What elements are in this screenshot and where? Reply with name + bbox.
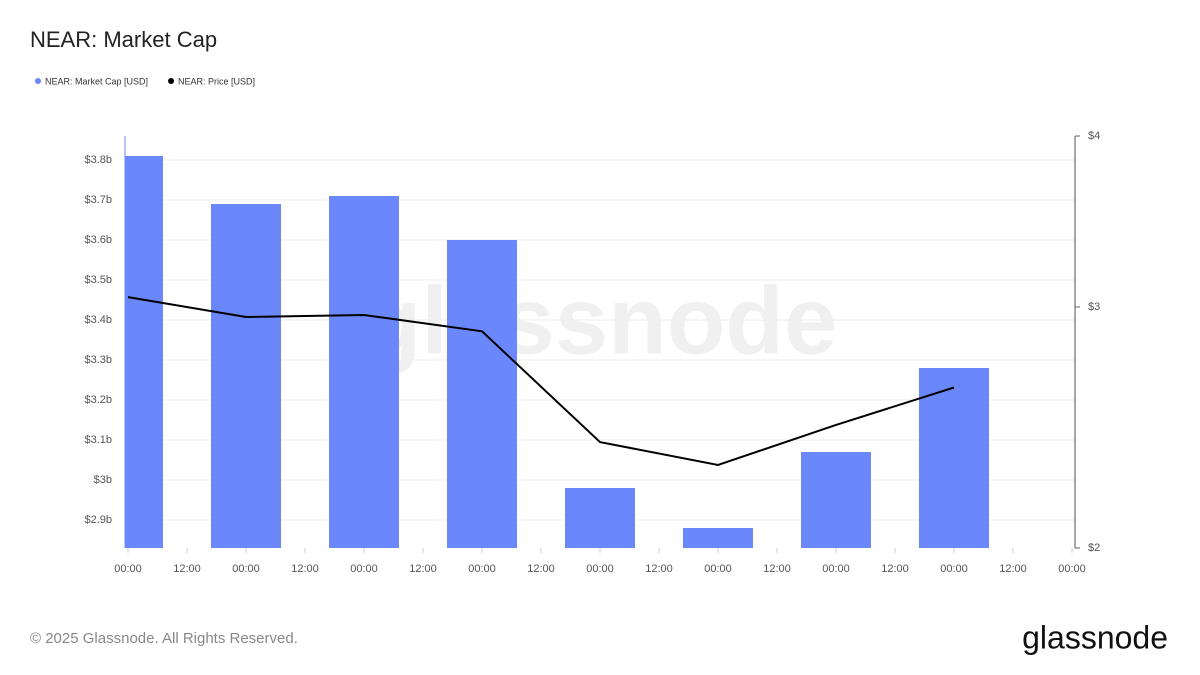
- y-tick-label: $3.8b: [84, 154, 112, 166]
- x-tick-label: 12:00: [763, 563, 791, 575]
- x-tick-label: 00:00: [1058, 563, 1086, 575]
- y-tick-label: $3.6b: [84, 234, 112, 246]
- y-tick-label: $3.5b: [84, 274, 112, 286]
- x-tick-label: 00:00: [586, 563, 614, 575]
- bar: [565, 488, 635, 548]
- x-tick-label: 00:00: [704, 563, 732, 575]
- x-tick-label: 12:00: [409, 563, 437, 575]
- y-tick-label: $3.3b: [84, 354, 112, 366]
- x-tick-label: 12:00: [999, 563, 1027, 575]
- y2-tick-label: $4: [1088, 130, 1100, 142]
- y2-tick-label: $3: [1088, 301, 1100, 313]
- y-tick-label: $2.9b: [84, 514, 112, 526]
- bar: [919, 368, 989, 548]
- chart-title: NEAR: Market Cap: [30, 27, 217, 52]
- x-tick-label: 00:00: [350, 563, 378, 575]
- x-tick-label: 12:00: [527, 563, 555, 575]
- legend-label: NEAR: Market Cap [USD]: [45, 76, 148, 86]
- x-tick-label: 00:00: [822, 563, 850, 575]
- x-tick-label: 00:00: [114, 563, 142, 575]
- x-tick-label: 00:00: [232, 563, 260, 575]
- x-tick-label: 12:00: [173, 563, 201, 575]
- price-line: [127, 296, 955, 466]
- y-tick-label: $3b: [94, 474, 112, 486]
- bar: [447, 240, 517, 548]
- x-tick-label: 00:00: [940, 563, 968, 575]
- x-tick-label: 12:00: [291, 563, 319, 575]
- bar: [801, 452, 871, 548]
- bar: [329, 196, 399, 548]
- logo: glassnode: [1022, 619, 1168, 655]
- bar: [683, 528, 753, 548]
- copyright: © 2025 Glassnode. All Rights Reserved.: [30, 630, 298, 647]
- y-tick-label: $3.4b: [84, 314, 112, 326]
- bar: [125, 156, 163, 548]
- y-tick-label: $3.7b: [84, 194, 112, 206]
- plot-area: [125, 156, 989, 548]
- legend-marker: [168, 78, 175, 84]
- bar: [211, 204, 281, 548]
- watermark: glassnode: [363, 267, 838, 374]
- legend-marker: [35, 78, 41, 84]
- y-tick-label: $3.1b: [84, 434, 112, 446]
- y-tick-label: $3.2b: [84, 394, 112, 406]
- x-tick-label: 12:00: [881, 563, 909, 575]
- y2-tick-label: $2: [1088, 542, 1100, 554]
- x-tick-label: 12:00: [645, 563, 673, 575]
- x-tick-label: 00:00: [468, 563, 496, 575]
- legend-label: NEAR: Price [USD]: [178, 76, 255, 86]
